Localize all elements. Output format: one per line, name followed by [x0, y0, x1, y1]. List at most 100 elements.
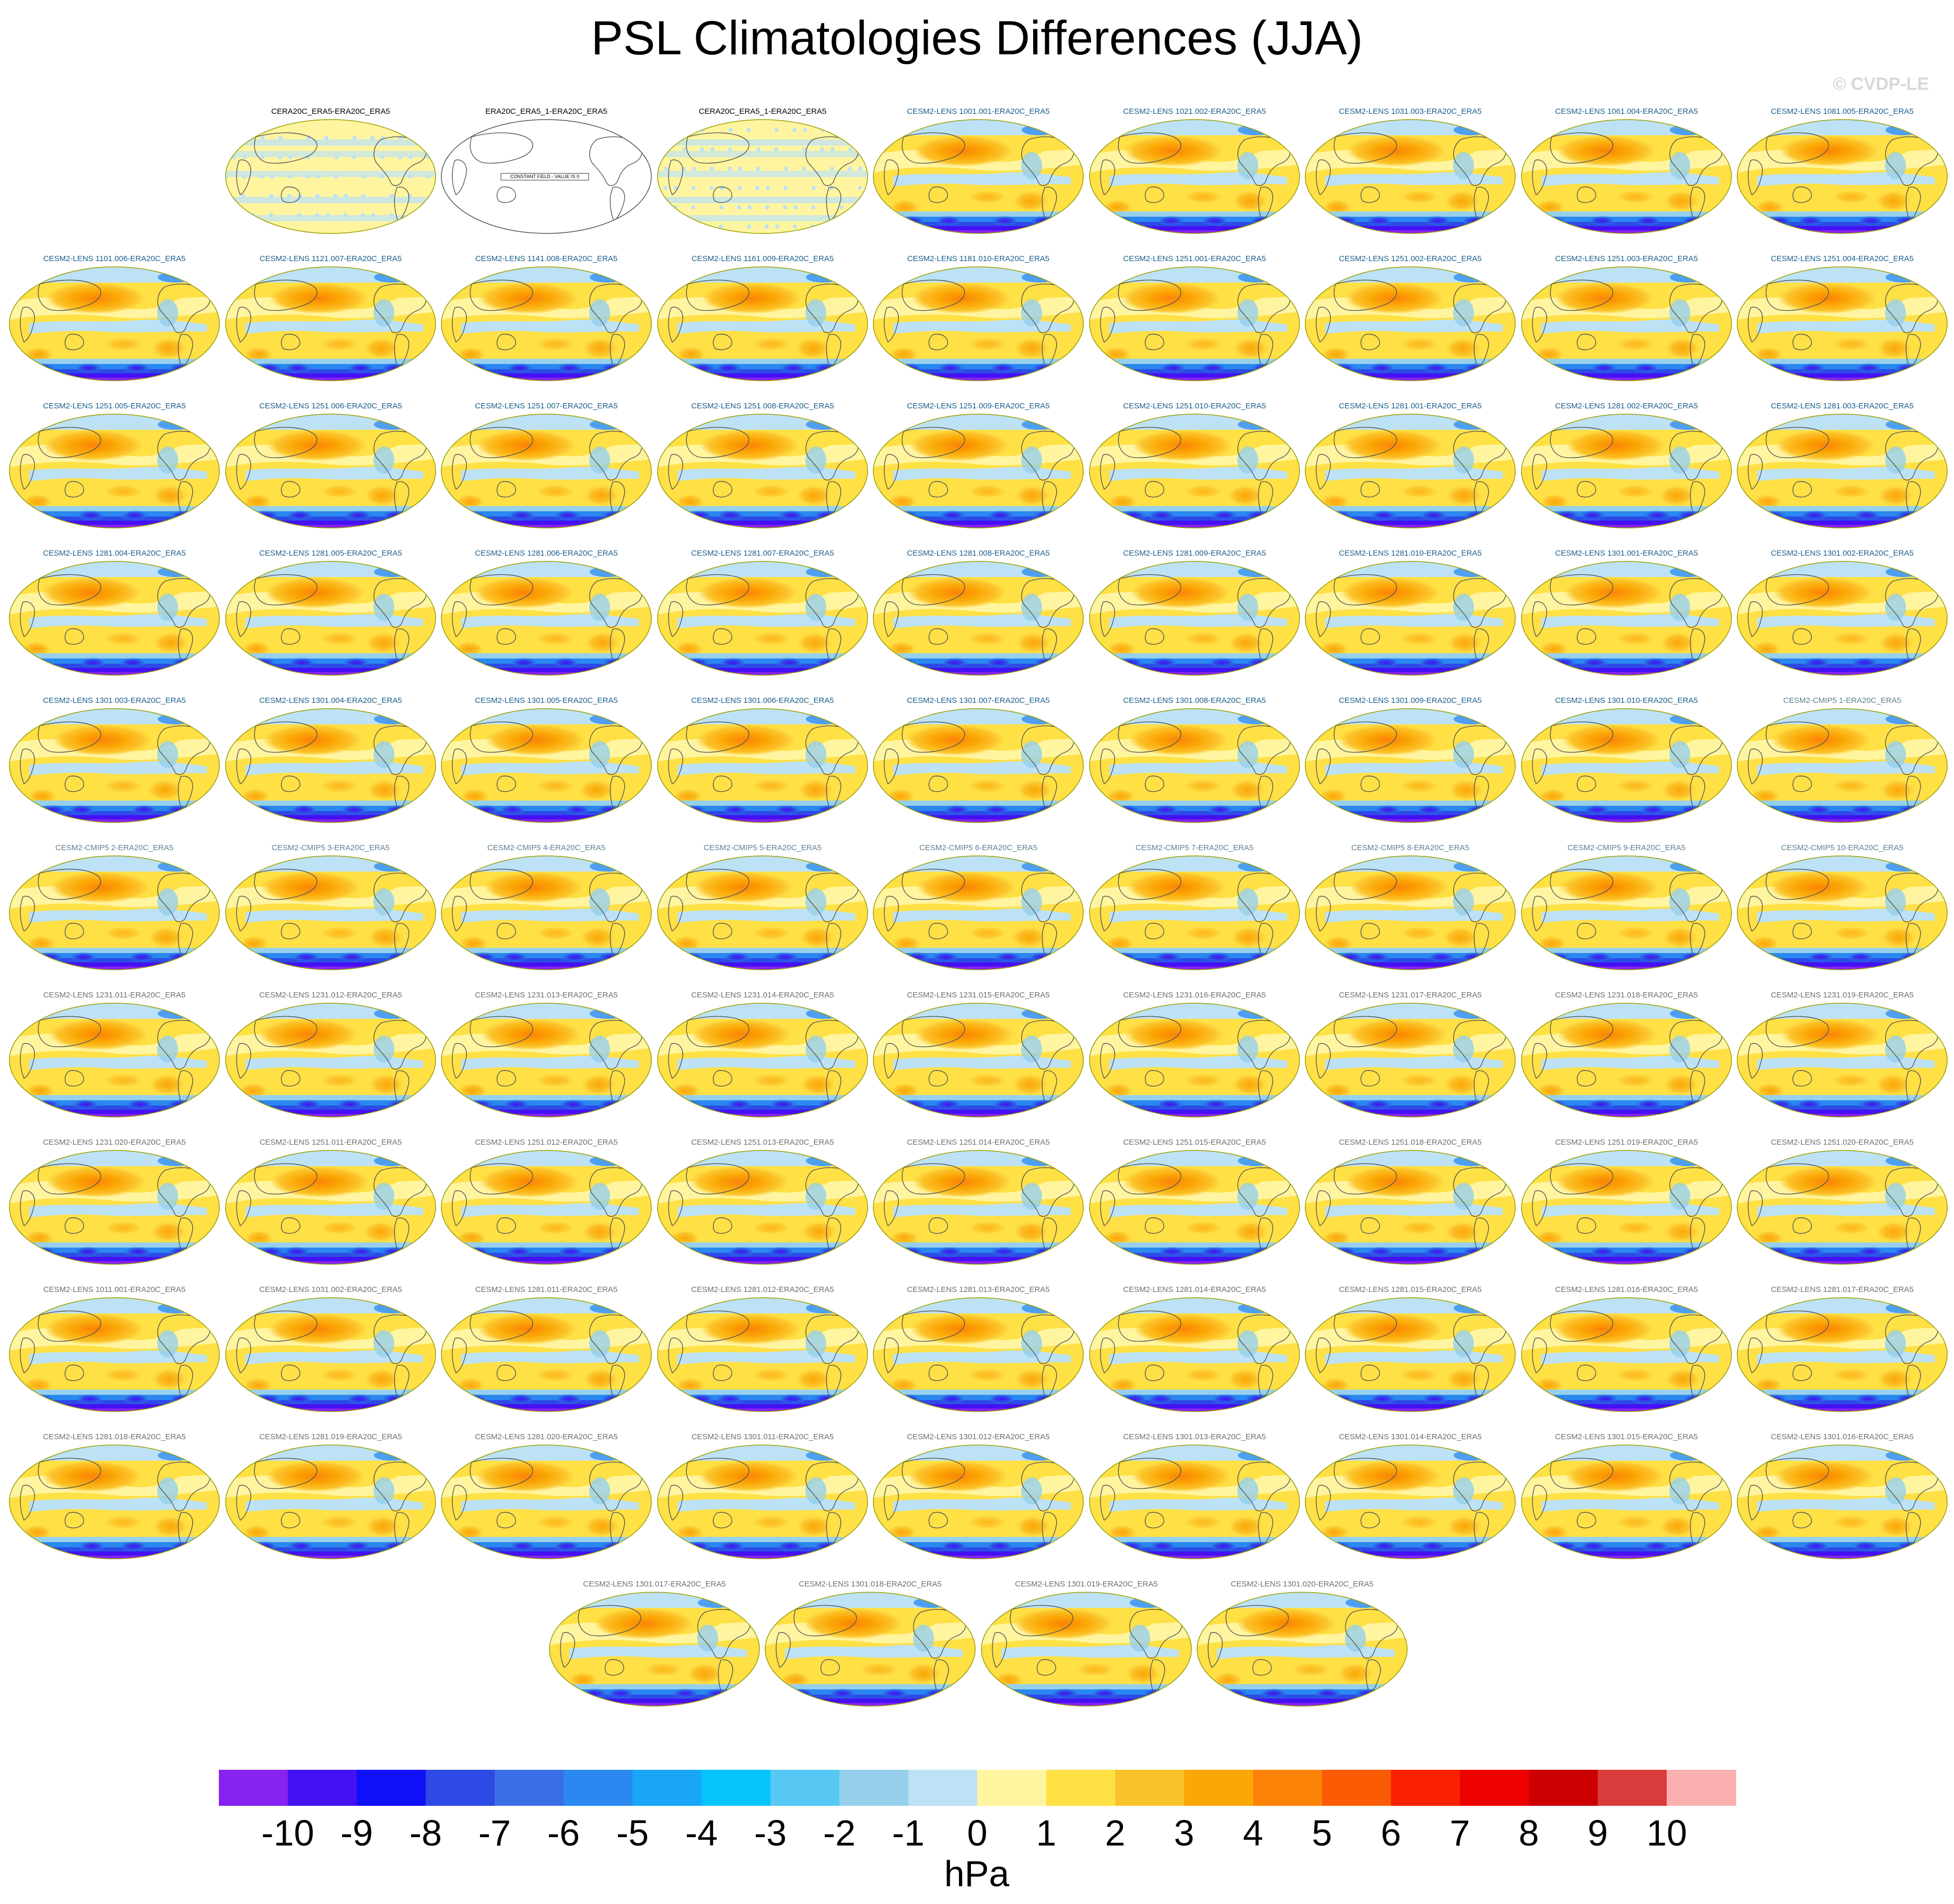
panel-label: CESM2-CMIP5 1-ERA20C_ERA5 [1783, 696, 1901, 705]
map-panel: CESM2-LENS 1281.003-ERA20C_ERA5 [1736, 402, 1948, 530]
map-81 [9, 1444, 220, 1559]
map-60 [1305, 1003, 1516, 1118]
map-panel: CESM2-LENS 1301.008-ERA20C_ERA5 [1089, 696, 1301, 825]
panel-label: CESM2-LENS 1231.016-ERA20C_ERA5 [1123, 991, 1266, 1000]
map-panel: CESM2-LENS 1281.006-ERA20C_ERA5 [440, 549, 652, 677]
map-panel: CESM2-LENS 1281.004-ERA20C_ERA5 [8, 549, 220, 677]
map-83 [441, 1444, 652, 1559]
map-75 [657, 1297, 868, 1412]
map-18 [9, 414, 220, 528]
map-58 [873, 1003, 1084, 1118]
map-panel: CESM2-LENS 1251.003-ERA20C_ERA5 [1520, 254, 1733, 383]
colorbar-tick-label: 1 [1036, 1813, 1057, 1853]
map-13 [873, 266, 1084, 381]
map-82 [225, 1444, 436, 1559]
map-37 [225, 708, 436, 823]
panel-label: CESM2-LENS 1231.011-ERA20C_ERA5 [43, 991, 186, 1000]
map-panel: CERA20C_ERA5_1-ERA20C_ERA5 [657, 107, 869, 236]
map-50 [1089, 855, 1300, 970]
map-panel: CESM2-LENS 1251.010-ERA20C_ERA5 [1089, 402, 1301, 530]
map-85 [873, 1444, 1084, 1559]
panel-label: CESM2-CMIP5 5-ERA20C_ERA5 [704, 843, 822, 852]
map-2: CONSTANT FIELD - VALUE IS 0 [441, 119, 652, 234]
map-panel: CESM2-LENS 1251.005-ERA20C_ERA5 [8, 402, 220, 530]
map-panel: CESM2-LENS 1281.014-ERA20C_ERA5 [1089, 1285, 1301, 1414]
panel-label: CESM2-LENS 1301.010-ERA20C_ERA5 [1555, 696, 1698, 705]
panel-label: CESM2-LENS 1301.013-ERA20C_ERA5 [1123, 1432, 1266, 1441]
colorbar-box [1184, 1770, 1254, 1806]
panel-label: CESM2-LENS 1281.016-ERA20C_ERA5 [1555, 1285, 1698, 1294]
map-panel: CESM2-LENS 1251.014-ERA20C_ERA5 [872, 1138, 1084, 1266]
colorbar-tick-label: 10 [1646, 1813, 1687, 1853]
panel-label: CESM2-LENS 1251.003-ERA20C_ERA5 [1555, 254, 1698, 263]
map-panel: CESM2-LENS 1231.016-ERA20C_ERA5 [1089, 991, 1301, 1119]
panel-label: CESM2-LENS 1301.011-ERA20C_ERA5 [691, 1432, 834, 1441]
map-41 [1089, 708, 1300, 823]
colorbar-box [1460, 1770, 1529, 1806]
colorbar-box [495, 1770, 564, 1806]
panel-label: CESM2-LENS 1161.009-ERA20C_ERA5 [691, 254, 834, 263]
map-panel: CESM2-LENS 1061.004-ERA20C_ERA5 [1520, 107, 1733, 236]
map-70 [1521, 1150, 1732, 1265]
map-44 [1737, 708, 1948, 823]
panel-label: CESM2-LENS 1301.012-ERA20C_ERA5 [907, 1432, 1050, 1441]
map-33 [1305, 561, 1516, 676]
map-38 [441, 708, 652, 823]
panel-label: CESM2-LENS 1281.003-ERA20C_ERA5 [1771, 402, 1914, 410]
colorbar-tick-label: 6 [1380, 1813, 1401, 1853]
panel-label: CESM2-CMIP5 8-ERA20C_ERA5 [1351, 843, 1469, 852]
panel-label: CESM2-LENS 1031.003-ERA20C_ERA5 [1339, 107, 1482, 116]
map-84 [657, 1444, 868, 1559]
map-panel: CESM2-LENS 1231.020-ERA20C_ERA5 [8, 1138, 220, 1266]
panel-label: CESM2-LENS 1281.001-ERA20C_ERA5 [1339, 402, 1482, 410]
map-30 [657, 561, 868, 676]
map-panel: CESM2-LENS 1101.006-ERA20C_ERA5 [8, 254, 220, 383]
map-91 [765, 1592, 976, 1707]
map-7 [1521, 119, 1732, 234]
map-19 [225, 414, 436, 528]
map-24 [1305, 414, 1516, 528]
map-panel: CESM2-CMIP5 9-ERA20C_ERA5 [1520, 843, 1733, 972]
colorbar-tick-label: -6 [547, 1813, 580, 1853]
map-panel: CESM2-LENS 1281.007-ERA20C_ERA5 [657, 549, 869, 677]
map-40 [873, 708, 1084, 823]
map-86 [1089, 1444, 1300, 1559]
panel-label: CESM2-LENS 1301.002-ERA20C_ERA5 [1771, 549, 1914, 558]
map-panel: CESM2-LENS 1031.003-ERA20C_ERA5 [1304, 107, 1516, 236]
map-panel: CESM2-LENS 1121.007-ERA20C_ERA5 [225, 254, 437, 383]
colorbar-box [839, 1770, 909, 1806]
panel-label: CERA20C_ERA5-ERA20C_ERA5 [271, 107, 390, 116]
map-panel: CESM2-LENS 1301.014-ERA20C_ERA5 [1304, 1432, 1516, 1561]
panel-label: ERA20C_ERA5_1-ERA20C_ERA5 [485, 107, 607, 116]
map-72 [9, 1297, 220, 1412]
map-panel: CESM2-LENS 1301.011-ERA20C_ERA5 [657, 1432, 869, 1561]
map-10 [225, 266, 436, 381]
map-57 [657, 1003, 868, 1118]
panel-label: CESM2-LENS 1061.004-ERA20C_ERA5 [1555, 107, 1698, 116]
map-panel: CESM2-LENS 1031.002-ERA20C_ERA5 [225, 1285, 437, 1414]
map-52 [1521, 855, 1732, 970]
colorbar-tick-label: -2 [823, 1813, 856, 1853]
panel-label: CESM2-LENS 1181.010-ERA20C_ERA5 [907, 254, 1050, 263]
panel-label: CESM2-LENS 1021.002-ERA20C_ERA5 [1123, 107, 1266, 116]
colorbar-tick-label: 2 [1105, 1813, 1126, 1853]
panel-label: CESM2-LENS 1301.003-ERA20C_ERA5 [43, 696, 186, 705]
panel-label: CESM2-LENS 1011.001-ERA20C_ERA5 [43, 1285, 186, 1294]
panel-label: CESM2-LENS 1231.017-ERA20C_ERA5 [1339, 991, 1482, 1000]
map-88 [1521, 1444, 1732, 1559]
panel-grid: CERA20C_ERA5-ERA20C_ERA5 ERA20C_ERA5_1-ER… [8, 107, 1948, 1707]
map-79 [1521, 1297, 1732, 1412]
panel-label: CESM2-LENS 1301.001-ERA20C_ERA5 [1555, 549, 1698, 558]
map-panel: CESM2-CMIP5 1-ERA20C_ERA5 [1736, 696, 1948, 825]
panel-label: CESM2-LENS 1301.016-ERA20C_ERA5 [1771, 1432, 1914, 1441]
map-panel: CESM2-LENS 1301.012-ERA20C_ERA5 [872, 1432, 1084, 1561]
map-panel: CESM2-LENS 1301.002-ERA20C_ERA5 [1736, 549, 1948, 677]
colorbar-box [701, 1770, 771, 1806]
map-panel: CESM2-LENS 1001.001-ERA20C_ERA5 [872, 107, 1084, 236]
map-4 [873, 119, 1084, 234]
map-panel: CESM2-LENS 1301.006-ERA20C_ERA5 [657, 696, 869, 825]
map-panel: CESM2-LENS 1251.011-ERA20C_ERA5 [225, 1138, 437, 1266]
map-panel: CESM2-CMIP5 6-ERA20C_ERA5 [872, 843, 1084, 972]
map-46 [225, 855, 436, 970]
map-42 [1305, 708, 1516, 823]
